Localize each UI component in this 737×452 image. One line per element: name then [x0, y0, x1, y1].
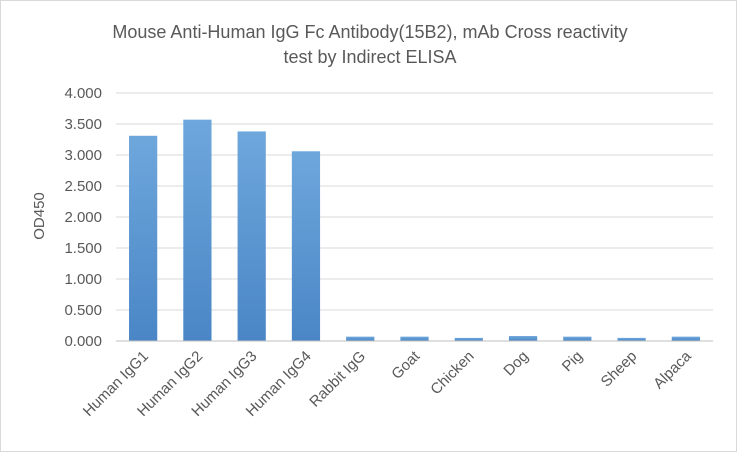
y-axis-title: OD450	[31, 192, 48, 240]
x-tick-label: Sheep	[598, 348, 641, 391]
y-tick-label: 1.000	[64, 271, 102, 288]
bar-alpaca	[671, 336, 700, 341]
y-tick-label: 2.500	[64, 178, 102, 195]
x-tick-label: Pig	[559, 348, 586, 375]
chart-title-line-2: test by Indirect ELISA	[283, 47, 456, 67]
bar-goat	[400, 336, 429, 341]
bar-chicken	[454, 337, 483, 341]
x-tick-label: Rabbit IgG	[306, 348, 369, 411]
y-tick-label: 0.000	[64, 333, 102, 350]
bar-human-igg2	[183, 119, 212, 341]
bar-rabbit-igg	[346, 336, 375, 341]
y-tick-labels: 0.000 0.500 1.000 1.500 2.000 2.500 3.000 3.500…	[64, 85, 102, 350]
bar-human-igg3	[237, 131, 266, 341]
y-tick-label: 3.500	[64, 116, 102, 133]
y-tick-label: 2.000	[64, 209, 102, 226]
chart-title-line-1: Mouse Anti-Human IgG Fc Antibody(15B2), …	[112, 22, 627, 42]
bar-human-igg1	[129, 135, 158, 341]
bar-dog	[508, 336, 538, 341]
x-tick-label: Chicken	[427, 348, 477, 398]
y-tick-label: 0.500	[64, 302, 102, 319]
x-tick-label: Dog	[500, 348, 531, 379]
x-tick-label: Goat	[388, 347, 424, 383]
bars	[129, 119, 700, 341]
bar-sheep	[617, 337, 646, 341]
y-tick-label: 3.000	[64, 147, 102, 164]
gridlines	[116, 92, 713, 311]
y-tick-label: 4.000	[64, 85, 102, 102]
x-tick-label: Alpaca	[650, 347, 695, 392]
y-tick-label: 1.500	[64, 240, 102, 257]
bar-pig	[563, 336, 592, 341]
bar-human-igg4	[291, 151, 321, 341]
